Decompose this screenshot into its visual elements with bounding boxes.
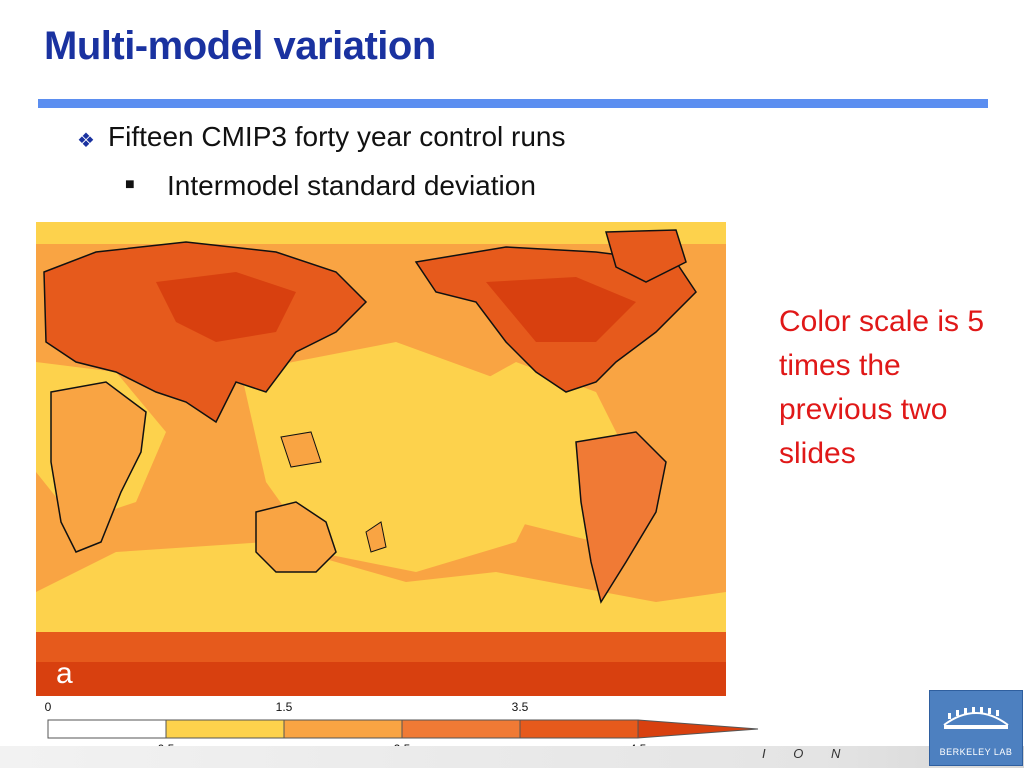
title-underline <box>38 99 988 108</box>
lab-building-icon <box>943 707 1009 729</box>
colorbar-tick-top-2: 3.5 <box>512 700 529 714</box>
colorbar-swatch-1 <box>165 719 285 739</box>
square-bullet-icon: ■ <box>125 176 135 193</box>
world-map-std-deviation <box>36 222 726 696</box>
colorbar-tick-top-0: 0 <box>45 700 52 714</box>
map-panel-label: a <box>56 657 73 690</box>
bullet-level-1: Fifteen CMIP3 forty year control runs <box>108 121 566 152</box>
slide-title: Multi-model variation <box>44 24 436 68</box>
colorbar: 0 1.5 3.5 0.5 2.5 4.5 <box>45 700 759 756</box>
colorbar-swatch-5 <box>637 719 759 739</box>
colorbar-swatch-4 <box>519 719 639 739</box>
berkeley-lab-logo: BERKELEY LAB <box>929 690 1023 766</box>
bullet-level-2: Intermodel standard deviation <box>167 170 536 201</box>
colorbar-swatch-3 <box>401 719 521 739</box>
diamond-bullet-icon: ❖ <box>77 130 95 152</box>
colorbar-swatch-0 <box>47 719 167 739</box>
logo-text: BERKELEY LAB <box>939 747 1013 757</box>
footer-text: I O N <box>762 746 853 761</box>
colorbar-tick-top-1: 1.5 <box>276 700 293 714</box>
color-scale-note: Color scale is 5 times the previous two … <box>779 305 985 470</box>
colorbar-swatch-2 <box>283 719 403 739</box>
footer-band <box>0 746 1024 768</box>
